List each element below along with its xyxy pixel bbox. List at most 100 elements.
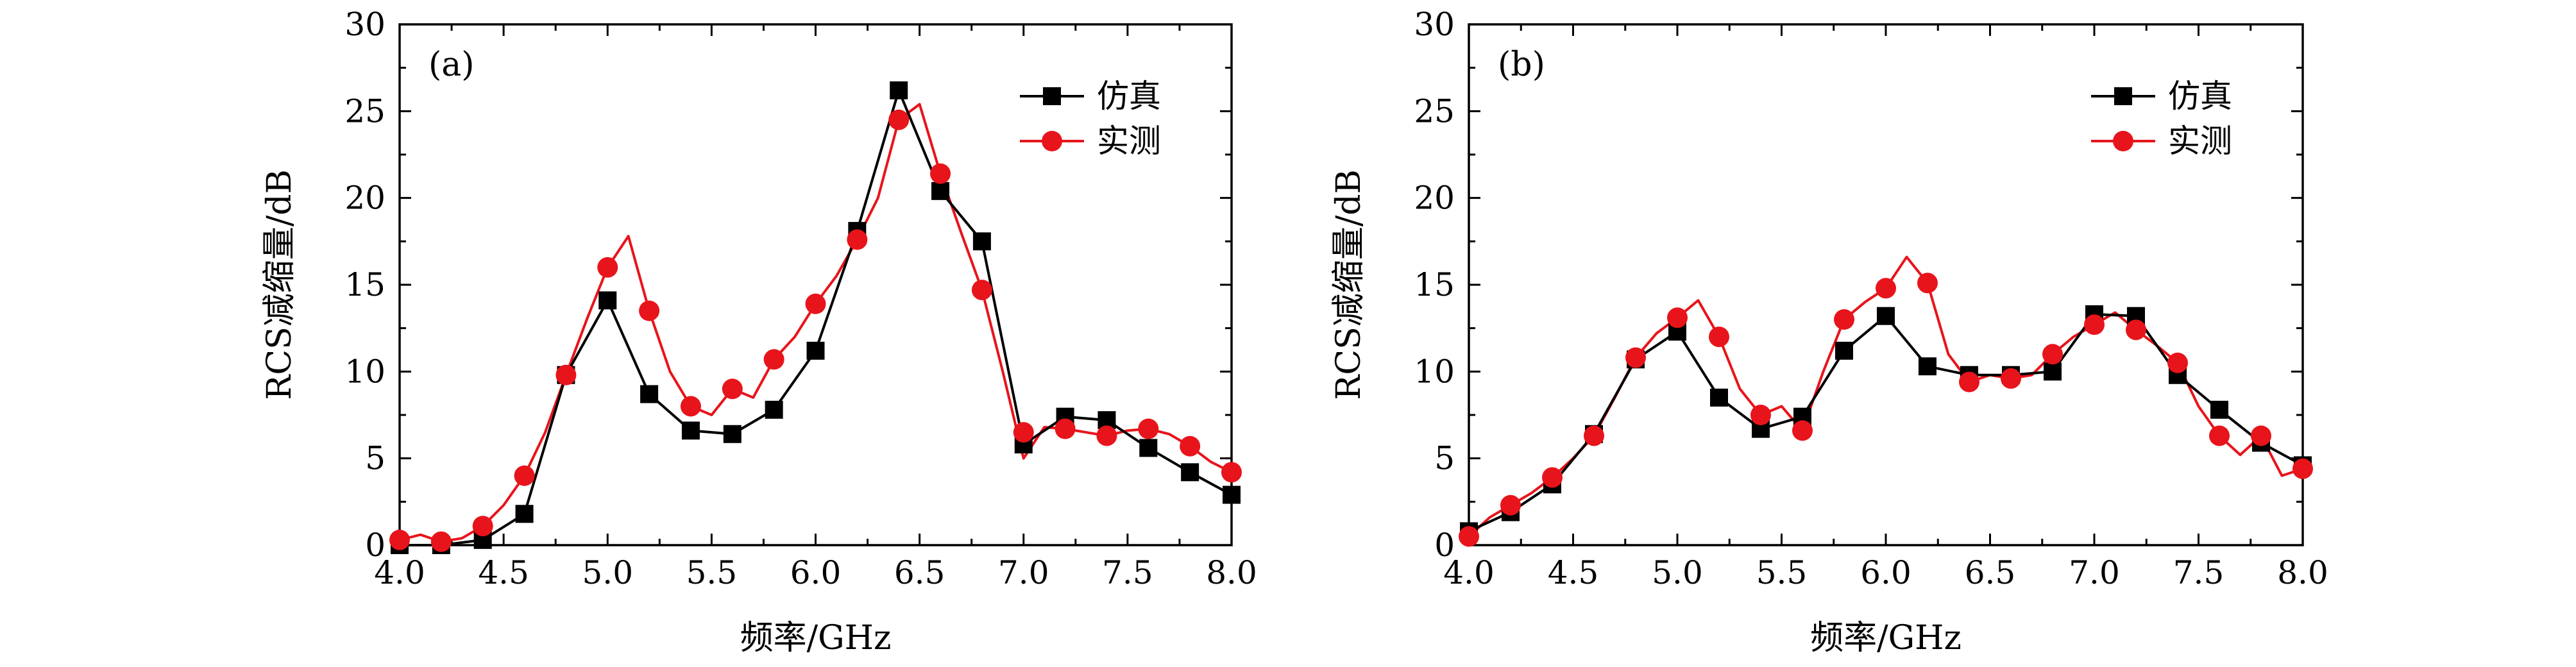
data-point-measured bbox=[1096, 425, 1117, 446]
data-point-measured bbox=[1221, 462, 1242, 483]
panel-label: (a) bbox=[428, 46, 475, 84]
data-point-simulated bbox=[1139, 439, 1158, 457]
data-point-measured bbox=[1667, 307, 1688, 328]
data-point-measured bbox=[1138, 418, 1159, 439]
data-point-measured bbox=[2001, 368, 2021, 389]
legend-label: 仿真 bbox=[1097, 78, 1161, 115]
y-tick-label: 5 bbox=[365, 440, 386, 477]
data-point-measured bbox=[514, 465, 535, 486]
x-tick-label: 4.0 bbox=[1443, 554, 1495, 591]
x-tick-label: 6.0 bbox=[1860, 554, 1911, 591]
x-tick-label: 6.0 bbox=[790, 554, 842, 591]
legend-marker-square bbox=[2114, 87, 2132, 105]
x-tick-label: 6.5 bbox=[894, 554, 945, 591]
y-axis-title: RCS减缩量/dB bbox=[1330, 169, 1368, 400]
y-axis-title: RCS减缩量/dB bbox=[260, 169, 299, 400]
y-tick-label: 20 bbox=[1414, 180, 1455, 217]
x-tick-label: 4.0 bbox=[374, 554, 425, 591]
data-point-simulated bbox=[681, 421, 700, 440]
data-point-simulated bbox=[2044, 362, 2062, 381]
data-point-measured bbox=[1013, 422, 1034, 443]
data-point-measured bbox=[888, 109, 910, 130]
data-point-measured bbox=[930, 163, 951, 184]
data-point-measured bbox=[555, 364, 577, 385]
data-point-measured bbox=[1542, 467, 1563, 488]
data-point-simulated bbox=[1710, 388, 1728, 407]
data-point-simulated bbox=[723, 425, 741, 443]
data-point-measured bbox=[680, 396, 701, 417]
x-tick-label: 8.0 bbox=[1206, 554, 1257, 591]
data-point-measured bbox=[1834, 309, 1854, 330]
panel-a: 4.0 4.5 5.0 5.5 6.0 6.5 7.0 7.5 8.0 0 5 10 15 20 25 30 频… bbox=[260, 6, 1257, 657]
data-point-measured bbox=[597, 257, 618, 278]
data-point-simulated bbox=[890, 81, 908, 99]
data-point-measured bbox=[1459, 526, 1479, 547]
x-tick-label: 7.5 bbox=[1102, 554, 1153, 591]
data-point-measured bbox=[1792, 420, 1813, 441]
y-tick-label: 10 bbox=[344, 353, 386, 390]
data-point-simulated bbox=[931, 182, 950, 200]
data-point-simulated bbox=[1877, 307, 1895, 325]
legend-marker-circle bbox=[1042, 131, 1062, 151]
legend-label: 仿真 bbox=[2168, 78, 2232, 115]
x-tick-label: 5.5 bbox=[686, 554, 738, 591]
data-point-measured bbox=[805, 293, 826, 314]
y-tick-label: 25 bbox=[1414, 92, 1455, 130]
y-tick-label: 30 bbox=[344, 6, 386, 43]
x-axis-title: 频率/GHz bbox=[1810, 619, 1962, 657]
y-tick-label: 20 bbox=[344, 180, 386, 217]
data-point-measured bbox=[2167, 352, 2188, 373]
legend-label: 实测 bbox=[1097, 122, 1161, 160]
data-point-measured bbox=[2084, 314, 2105, 335]
data-point-simulated bbox=[1919, 357, 1936, 376]
series-line-simulated bbox=[1468, 313, 2303, 533]
data-point-measured bbox=[1750, 405, 1771, 425]
data-point-measured bbox=[1180, 435, 1201, 457]
data-point-measured bbox=[2126, 319, 2146, 341]
data-point-measured bbox=[1584, 425, 1604, 446]
data-point-simulated bbox=[598, 291, 617, 310]
data-point-simulated bbox=[806, 341, 825, 360]
x-tick-label: 7.5 bbox=[2173, 554, 2224, 591]
data-point-measured bbox=[2292, 458, 2313, 479]
x-tick-label: 5.0 bbox=[582, 554, 633, 591]
data-point-simulated bbox=[2210, 400, 2228, 419]
data-point-measured bbox=[430, 531, 452, 552]
x-tick-label: 5.0 bbox=[1652, 554, 1703, 591]
y-tick-label: 30 bbox=[1414, 6, 1455, 43]
panel-b: 4.0 4.5 5.0 5.5 6.0 6.5 7.0 7.5 8.0 0 5 10 15 20 25 30 频… bbox=[1330, 6, 2328, 657]
data-point-measured bbox=[472, 516, 493, 537]
data-point-measured bbox=[1959, 371, 1979, 393]
x-tick-label: 7.0 bbox=[2069, 554, 2120, 591]
data-point-simulated bbox=[1835, 341, 1853, 360]
y-tick-label: 5 bbox=[1434, 440, 1455, 477]
data-point-measured bbox=[2251, 425, 2271, 446]
y-tick-label: 10 bbox=[1414, 353, 1455, 390]
y-tick-label: 15 bbox=[1414, 266, 1455, 303]
data-point-measured bbox=[2042, 344, 2063, 365]
data-point-measured bbox=[389, 529, 410, 550]
x-tick-label: 8.0 bbox=[2277, 554, 2328, 591]
y-tick-label: 0 bbox=[365, 527, 386, 564]
data-point-measured bbox=[722, 378, 743, 400]
panel-label: (b) bbox=[1498, 46, 1545, 84]
y-tick-label: 25 bbox=[344, 92, 386, 130]
series-line-measured bbox=[1468, 255, 2303, 537]
data-point-simulated bbox=[972, 232, 991, 251]
legend-marker-circle bbox=[2113, 131, 2133, 151]
data-point-measured bbox=[639, 300, 660, 321]
data-point-simulated bbox=[515, 505, 534, 523]
x-axis-title: 频率/GHz bbox=[740, 619, 892, 657]
y-tick-label: 0 bbox=[1434, 527, 1455, 564]
data-point-simulated bbox=[1223, 485, 1241, 504]
data-point-measured bbox=[971, 280, 992, 301]
legend-label: 实测 bbox=[2168, 122, 2232, 160]
data-point-measured bbox=[1500, 494, 1521, 516]
x-tick-label: 5.5 bbox=[1756, 554, 1808, 591]
x-tick-label: 7.0 bbox=[998, 554, 1049, 591]
data-point-simulated bbox=[765, 400, 783, 419]
x-tick-label: 6.5 bbox=[1965, 554, 2016, 591]
data-point-measured bbox=[1625, 347, 1646, 368]
data-point-measured bbox=[1055, 418, 1076, 439]
